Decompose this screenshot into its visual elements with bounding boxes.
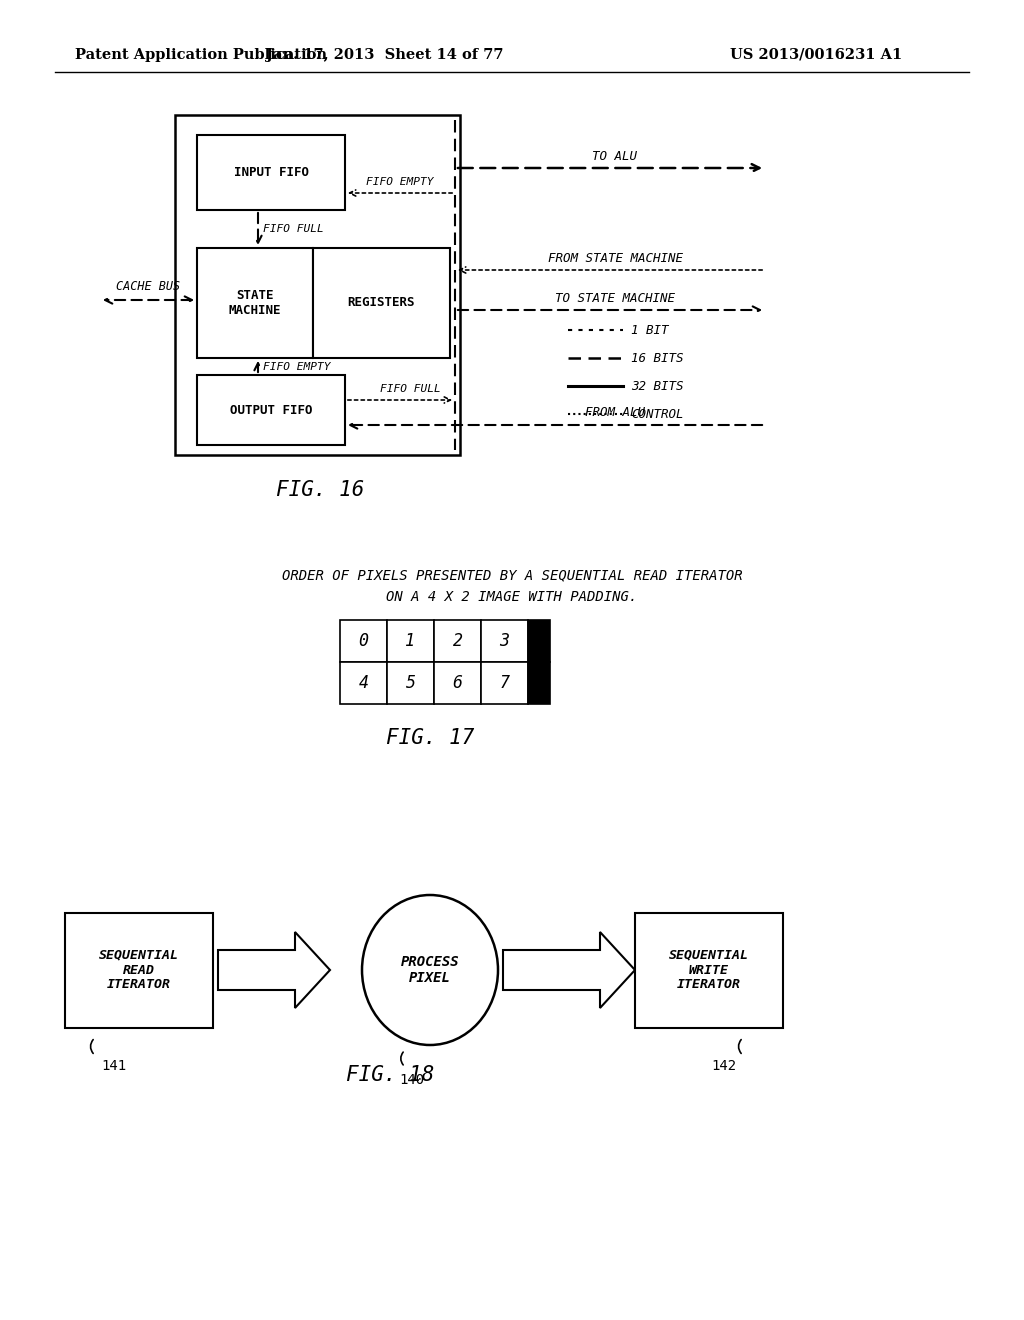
Text: Jan. 17, 2013  Sheet 14 of 77: Jan. 17, 2013 Sheet 14 of 77	[266, 48, 504, 62]
Text: 2: 2	[453, 632, 463, 649]
Bar	[340, 663, 387, 704]
Bar	[65, 912, 213, 1027]
Text: TO STATE MACHINE: TO STATE MACHINE	[555, 292, 675, 305]
Text: 5: 5	[406, 675, 416, 692]
Text: US 2013/0016231 A1: US 2013/0016231 A1	[730, 48, 902, 62]
Bar	[528, 663, 550, 704]
Text: FIFO EMPTY: FIFO EMPTY	[367, 177, 434, 187]
Text: FROM STATE MACHINE: FROM STATE MACHINE	[548, 252, 683, 264]
Text: FIG. 18: FIG. 18	[346, 1065, 434, 1085]
Bar	[481, 620, 528, 663]
Text: SEQUENTIAL
READ
ITERATOR: SEQUENTIAL READ ITERATOR	[99, 949, 179, 991]
Bar	[434, 620, 481, 663]
Text: 1: 1	[406, 632, 416, 649]
Bar	[197, 375, 345, 445]
Ellipse shape	[362, 895, 498, 1045]
Bar	[528, 620, 550, 663]
Text: 1 BIT: 1 BIT	[631, 323, 669, 337]
Bar	[175, 115, 460, 455]
Text: 140: 140	[399, 1073, 425, 1086]
Bar	[340, 620, 387, 663]
Text: INPUT FIFO: INPUT FIFO	[233, 166, 308, 180]
Text: STATE
MACHINE: STATE MACHINE	[228, 289, 282, 317]
Bar	[481, 663, 528, 704]
Text: FIFO EMPTY: FIFO EMPTY	[263, 362, 331, 371]
Text: OUTPUT FIFO: OUTPUT FIFO	[229, 404, 312, 417]
Text: TO ALU: TO ALU	[593, 149, 638, 162]
Text: REGISTERS: REGISTERS	[348, 297, 416, 309]
Text: FIG. 16: FIG. 16	[275, 480, 365, 500]
Bar	[313, 248, 450, 358]
Bar	[434, 663, 481, 704]
Text: 3: 3	[500, 632, 510, 649]
Text: ORDER OF PIXELS PRESENTED BY A SEQUENTIAL READ ITERATOR: ORDER OF PIXELS PRESENTED BY A SEQUENTIA…	[282, 568, 742, 582]
Polygon shape	[218, 932, 330, 1008]
Text: PROCESS
PIXEL: PROCESS PIXEL	[400, 954, 460, 985]
Text: FIFO FULL: FIFO FULL	[263, 224, 324, 234]
Text: 141: 141	[101, 1059, 127, 1072]
Text: FIG. 17: FIG. 17	[386, 729, 474, 748]
Text: CACHE BUS: CACHE BUS	[116, 281, 180, 293]
Text: 16 BITS: 16 BITS	[631, 351, 683, 364]
Text: 6: 6	[453, 675, 463, 692]
Text: FIFO FULL: FIFO FULL	[380, 384, 440, 393]
Text: CONTROL: CONTROL	[631, 408, 683, 421]
Text: ON A 4 X 2 IMAGE WITH PADDING.: ON A 4 X 2 IMAGE WITH PADDING.	[386, 590, 638, 605]
Bar	[387, 620, 434, 663]
Text: 7: 7	[500, 675, 510, 692]
Text: Patent Application Publication: Patent Application Publication	[75, 48, 327, 62]
Bar	[387, 663, 434, 704]
Text: 0: 0	[358, 632, 369, 649]
Text: 142: 142	[712, 1059, 736, 1072]
Bar	[635, 912, 783, 1027]
Polygon shape	[503, 932, 635, 1008]
Text: 32 BITS: 32 BITS	[631, 380, 683, 392]
Text: SEQUENTIAL
WRITE
ITERATOR: SEQUENTIAL WRITE ITERATOR	[669, 949, 749, 991]
Bar	[197, 135, 345, 210]
Text: FROM ALU: FROM ALU	[585, 407, 645, 420]
Bar	[197, 248, 313, 358]
Text: 4: 4	[358, 675, 369, 692]
